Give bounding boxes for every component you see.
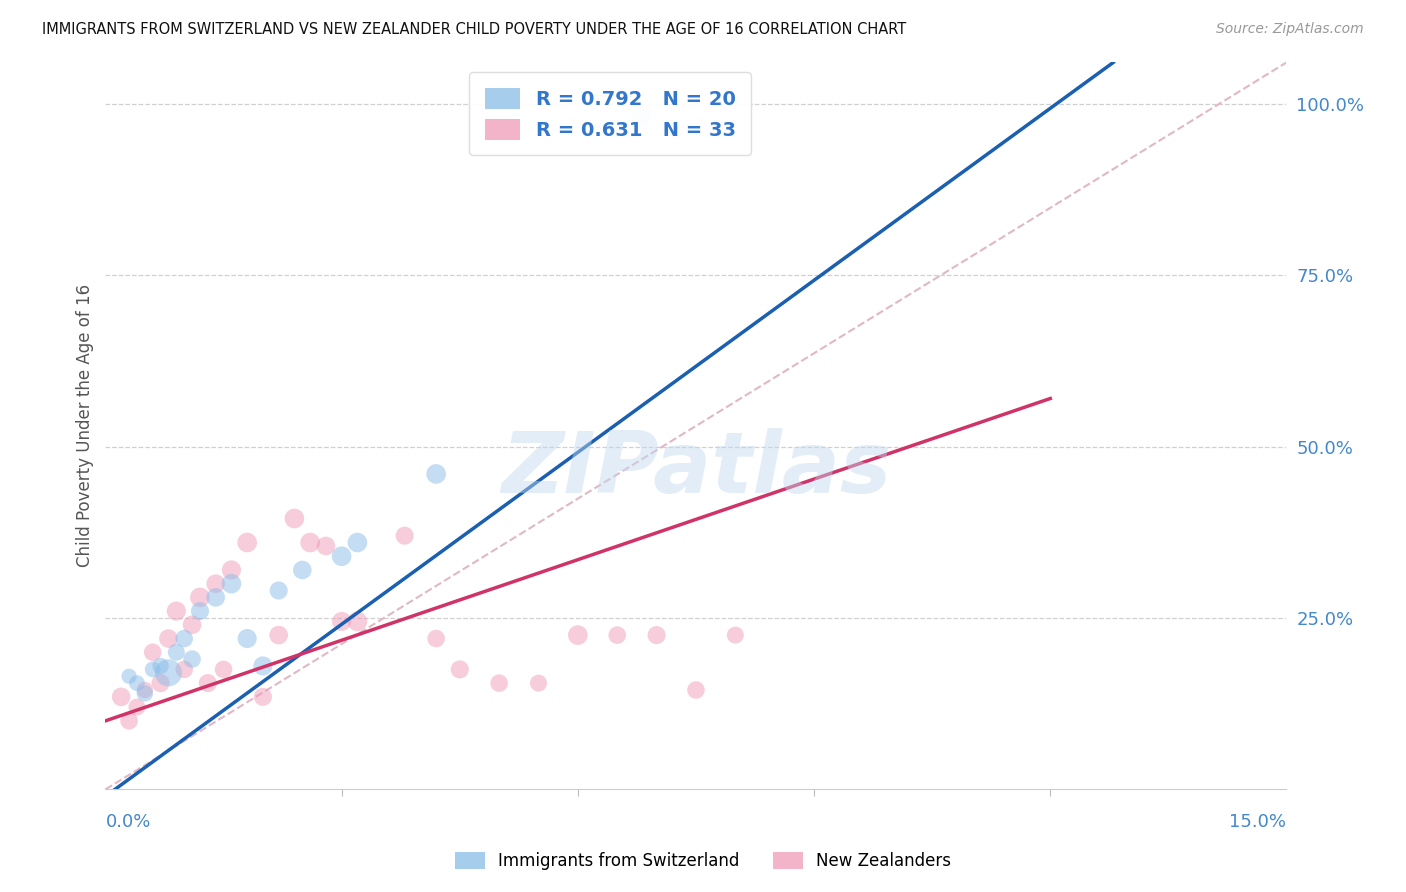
Point	[567, 628, 589, 642]
Point	[346, 615, 368, 629]
Text: ZIPatlas: ZIPatlas	[501, 428, 891, 511]
Point	[449, 662, 471, 676]
Point	[685, 683, 707, 698]
Point	[110, 690, 132, 704]
Point	[165, 604, 187, 618]
Legend: Immigrants from Switzerland, New Zealanders: Immigrants from Switzerland, New Zealand…	[449, 845, 957, 877]
Text: Source: ZipAtlas.com: Source: ZipAtlas.com	[1216, 22, 1364, 37]
Point	[197, 676, 219, 690]
Point	[527, 676, 550, 690]
Point	[299, 535, 322, 549]
Point	[173, 662, 195, 676]
Point	[149, 659, 172, 673]
Text: IMMIGRANTS FROM SWITZERLAND VS NEW ZEALANDER CHILD POVERTY UNDER THE AGE OF 16 C: IMMIGRANTS FROM SWITZERLAND VS NEW ZEALA…	[42, 22, 907, 37]
Point	[252, 659, 274, 673]
Point	[630, 111, 652, 125]
Legend: R = 0.792   N = 20, R = 0.631   N = 33: R = 0.792 N = 20, R = 0.631 N = 33	[470, 72, 751, 155]
Point	[181, 617, 204, 632]
Point	[267, 628, 290, 642]
Text: 0.0%: 0.0%	[105, 814, 150, 831]
Point	[252, 690, 274, 704]
Point	[330, 615, 353, 629]
Point	[118, 714, 141, 728]
Point	[157, 665, 180, 680]
Point	[724, 628, 747, 642]
Point	[134, 683, 156, 698]
Point	[315, 539, 337, 553]
Point	[165, 645, 187, 659]
Point	[212, 662, 235, 676]
Y-axis label: Child Poverty Under the Age of 16: Child Poverty Under the Age of 16	[76, 285, 94, 567]
Point	[236, 632, 259, 646]
Point	[149, 676, 172, 690]
Point	[188, 604, 211, 618]
Point	[283, 511, 305, 525]
Point	[267, 583, 290, 598]
Point	[488, 676, 510, 690]
Point	[330, 549, 353, 564]
Point	[134, 686, 156, 700]
Point	[221, 576, 243, 591]
Point	[188, 591, 211, 605]
Point	[142, 662, 165, 676]
Point	[204, 576, 226, 591]
Point	[425, 632, 447, 646]
Point	[425, 467, 447, 481]
Point	[645, 628, 668, 642]
Text: 15.0%: 15.0%	[1229, 814, 1286, 831]
Point	[157, 632, 180, 646]
Point	[236, 535, 259, 549]
Point	[346, 535, 368, 549]
Point	[142, 645, 165, 659]
Point	[125, 676, 148, 690]
Point	[221, 563, 243, 577]
Point	[291, 563, 314, 577]
Point	[394, 529, 416, 543]
Point	[204, 591, 226, 605]
Point	[173, 632, 195, 646]
Point	[181, 652, 204, 666]
Point	[606, 628, 628, 642]
Point	[125, 700, 148, 714]
Point	[118, 669, 141, 683]
